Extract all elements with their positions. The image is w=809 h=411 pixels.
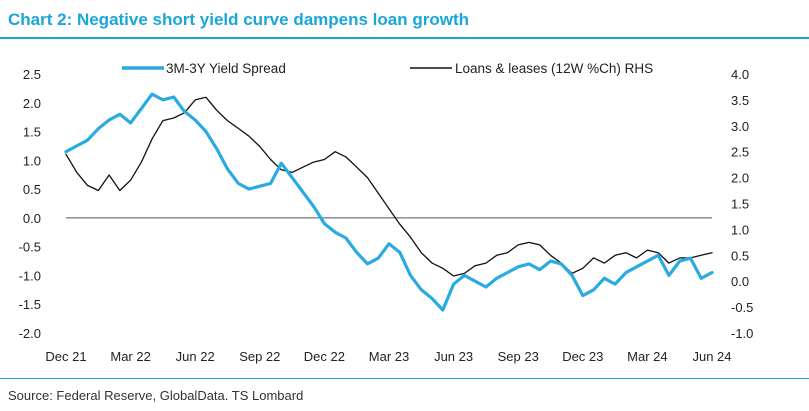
right-tick-label: 2.0 [731, 171, 749, 186]
source-note: Source: Federal Reserve, GlobalData. TS … [8, 388, 304, 403]
right-tick-label: 1.5 [731, 197, 749, 212]
x-tick-label: Sep 22 [239, 349, 280, 364]
right-axis: 4.0 3.5 3.0 2.5 2.0 1.5 1.0 0.5 0.0 -0.5 -1.0 [731, 67, 753, 341]
left-tick-label: 0.0 [23, 211, 41, 226]
x-tick-label: Dec 23 [562, 349, 603, 364]
right-tick-label: -0.5 [731, 300, 753, 315]
chart-title: Chart 2: Negative short yield curve damp… [8, 10, 469, 29]
left-tick-label: -1.5 [19, 297, 41, 312]
x-tick-label: Jun 23 [434, 349, 473, 364]
right-tick-label: 4.0 [731, 67, 749, 82]
series-layer [64, 92, 714, 312]
right-tick-label: 3.5 [731, 93, 749, 108]
right-tick-label: 1.0 [731, 222, 749, 237]
title-rule [0, 37, 809, 39]
chart-area: 3M-3Y Yield Spread Loans & leases (12W %… [19, 61, 754, 364]
legend-label-loans: Loans & leases (12W %Ch) RHS [455, 61, 653, 76]
legend: 3M-3Y Yield Spread Loans & leases (12W %… [122, 61, 653, 76]
x-tick-label: Dec 22 [304, 349, 345, 364]
x-tick-label: Mar 24 [627, 349, 667, 364]
series-line-yield-spread [64, 92, 714, 312]
legend-label-yield-spread: 3M-3Y Yield Spread [166, 61, 286, 76]
left-tick-label: -1.0 [19, 268, 41, 283]
x-tick-label: Dec 21 [45, 349, 86, 364]
right-tick-label: 0.5 [731, 248, 749, 263]
left-tick-label: 1.0 [23, 153, 41, 168]
x-tick-label: Mar 23 [369, 349, 409, 364]
right-tick-label: 3.0 [731, 119, 749, 134]
left-tick-label: 2.0 [23, 96, 41, 111]
left-tick-label: 1.5 [23, 125, 41, 140]
right-tick-label: 0.0 [731, 274, 749, 289]
x-axis: Dec 21 Mar 22 Jun 22 Sep 22 Dec 22 Mar 23 Jun … [45, 349, 731, 364]
left-axis: 2.5 2.0 1.5 1.0 0.5 0.0 -0.5 -1.0 -1.5 -2.0 [19, 67, 41, 341]
left-tick-label: -0.5 [19, 240, 41, 255]
left-tick-label: 0.5 [23, 182, 41, 197]
left-tick-label: 2.5 [23, 67, 41, 82]
right-tick-label: -1.0 [731, 326, 753, 341]
series-line-loans [65, 96, 713, 277]
x-tick-label: Sep 23 [498, 349, 539, 364]
right-tick-label: 2.5 [731, 145, 749, 160]
left-tick-label: -2.0 [19, 326, 41, 341]
x-tick-label: Mar 22 [110, 349, 150, 364]
x-tick-label: Jun 24 [692, 349, 731, 364]
x-tick-label: Jun 22 [176, 349, 215, 364]
source-rule [0, 378, 809, 379]
